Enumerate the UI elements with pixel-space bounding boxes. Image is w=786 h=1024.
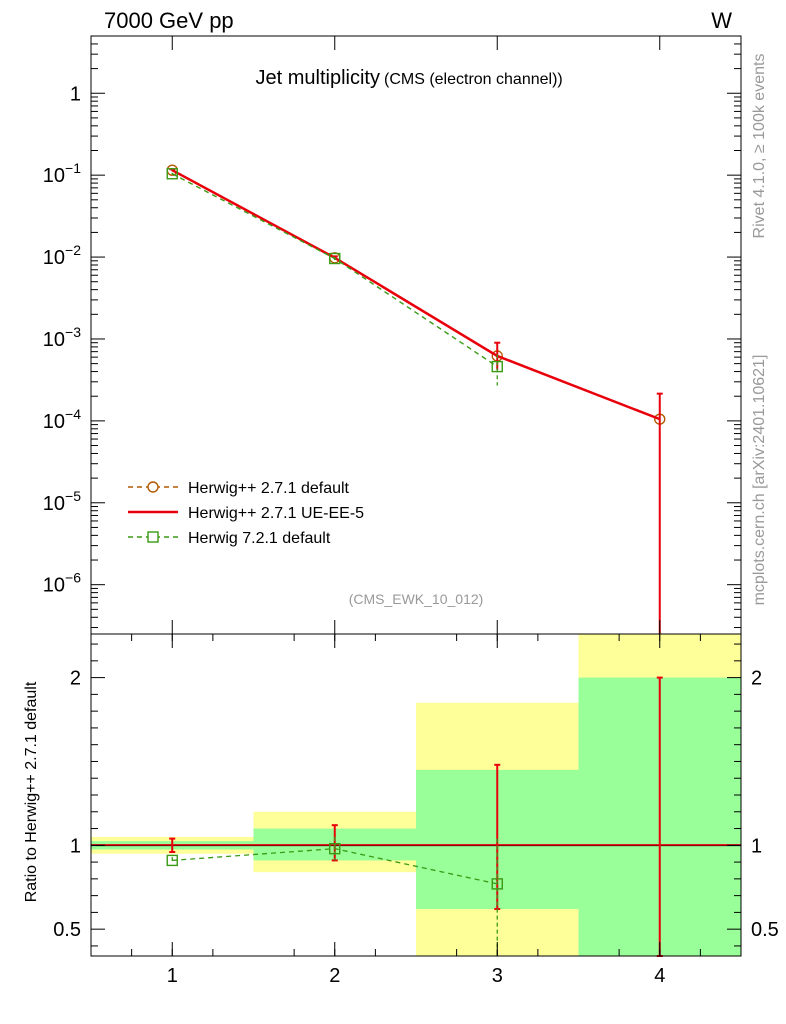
x-tick-label: 4 [654, 965, 665, 987]
ratio-panel: 1 2 3 4 0.5 0.5 1 1 2 2 Ratio to Herwig++ 2.7.1 d… [23, 633, 779, 987]
y-tick-label: 1 [70, 83, 81, 105]
x-tick-label: 3 [492, 965, 503, 987]
series-line [171, 169, 661, 421]
x-tick-label: 2 [329, 965, 340, 987]
legend-label: Herwig 7.2.1 default [188, 530, 331, 547]
ratio-plot-content [91, 634, 741, 957]
main-panel: 1 10−1 10−2 10−3 10−4 10−5 10−6 Jet multiplici… [43, 35, 742, 635]
rivet-version-label: Rivet 4.1.0, ≥ 100k events [751, 54, 768, 239]
data-point [166, 168, 178, 180]
ratio-y-axis-label: Ratio to Herwig++ 2.7.1 default [23, 681, 40, 902]
y-tick-label: 2 [70, 668, 81, 690]
series-line [171, 173, 498, 368]
y-tick-label: 1 [70, 835, 81, 857]
ratio-data-point [329, 842, 341, 855]
data-point [329, 252, 341, 265]
legend: Herwig++ 2.7.1 default Herwig++ 2.7.1 UE-… [128, 480, 364, 547]
y-tick-label: 0.5 [53, 919, 81, 941]
y-tick-label-right: 0.5 [751, 919, 779, 941]
ratio-data-point [491, 878, 503, 890]
analysis-watermark: (CMS_EWK_10_012) [349, 591, 484, 607]
process-label: W [711, 8, 732, 33]
ratio-series-line [172, 848, 498, 885]
x-tick-label: 1 [167, 965, 178, 987]
y-tick-label: 10−5 [43, 488, 81, 515]
energy-label: 7000 GeV pp [104, 8, 234, 33]
legend-marker [147, 531, 159, 543]
data-point [491, 360, 503, 373]
legend-marker [147, 481, 159, 493]
ratio-axis-ticks: 1 2 3 4 0.5 0.5 1 1 2 2 [53, 634, 779, 987]
y-tick-label-right: 2 [751, 668, 762, 690]
series-line [171, 169, 661, 420]
chart-title: Jet multiplicity [256, 67, 380, 89]
ratio-data-point [166, 854, 178, 867]
y-tick-label-right: 1 [751, 835, 762, 857]
y-tick-label: 10−1 [43, 160, 81, 187]
y-tick-label: 10−6 [43, 570, 81, 597]
main-axis-ticks: 1 10−1 10−2 10−3 10−4 10−5 10−6 [43, 35, 741, 634]
y-tick-label: 10−4 [43, 406, 81, 433]
legend-label: Herwig++ 2.7.1 UE-EE-5 [188, 505, 364, 522]
legend-label: Herwig++ 2.7.1 default [188, 480, 350, 497]
y-tick-label: 10−2 [43, 242, 81, 269]
main-plot-content [166, 164, 666, 634]
chart-subtitle: (CMS (electron channel)) [384, 71, 563, 88]
y-tick-label: 10−3 [43, 324, 81, 351]
mcplots-label: mcplots.cern.ch [arXiv:2401.10621] [751, 355, 768, 606]
